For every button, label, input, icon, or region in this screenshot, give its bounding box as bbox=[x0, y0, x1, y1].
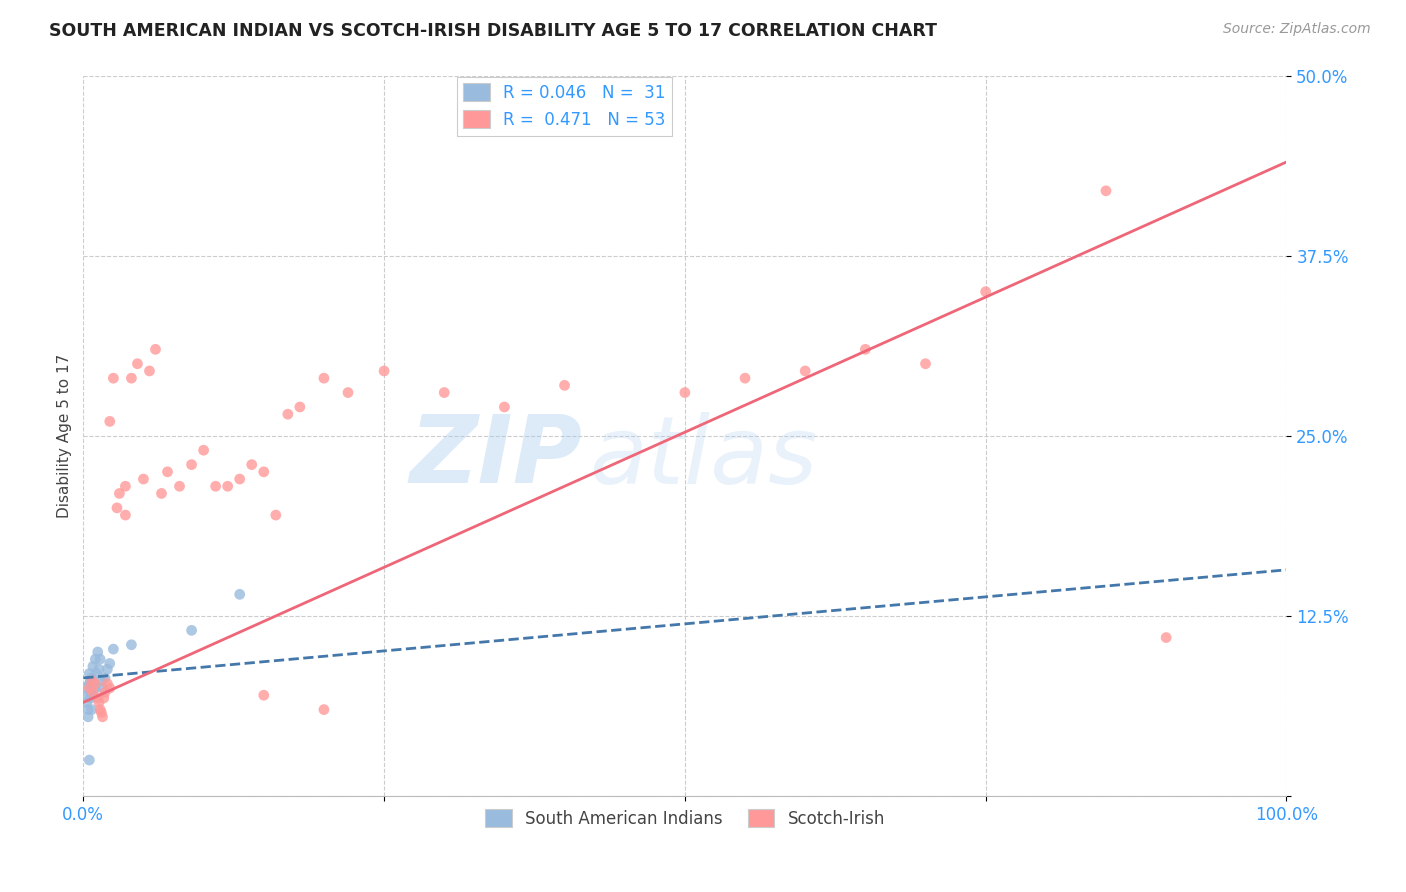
Point bbox=[145, 343, 167, 357]
Point bbox=[84, 681, 107, 695]
Point bbox=[83, 676, 105, 690]
Legend: South American Indians, Scotch-Irish: South American Indians, Scotch-Irish bbox=[478, 803, 891, 835]
Point bbox=[1154, 631, 1177, 645]
Point bbox=[114, 508, 136, 522]
Point bbox=[228, 587, 250, 601]
Point bbox=[288, 400, 311, 414]
Point bbox=[277, 407, 299, 421]
Point bbox=[87, 645, 110, 659]
Point bbox=[80, 671, 103, 685]
Point bbox=[127, 357, 149, 371]
Point bbox=[253, 465, 276, 479]
Point bbox=[79, 676, 101, 690]
Point bbox=[82, 685, 104, 699]
Point bbox=[554, 378, 576, 392]
Point bbox=[98, 681, 121, 695]
Point bbox=[86, 666, 108, 681]
Point bbox=[204, 479, 226, 493]
Point bbox=[228, 472, 250, 486]
Point bbox=[240, 458, 263, 472]
Point bbox=[89, 703, 111, 717]
Text: SOUTH AMERICAN INDIAN VS SCOTCH-IRISH DISABILITY AGE 5 TO 17 CORRELATION CHART: SOUTH AMERICAN INDIAN VS SCOTCH-IRISH DI… bbox=[49, 22, 938, 40]
Point bbox=[98, 414, 121, 428]
Point bbox=[87, 695, 110, 709]
Point bbox=[193, 443, 215, 458]
Point bbox=[180, 458, 202, 472]
Point bbox=[84, 676, 107, 690]
Point bbox=[114, 479, 136, 493]
Y-axis label: Disability Age 5 to 17: Disability Age 5 to 17 bbox=[58, 354, 72, 518]
Point bbox=[80, 673, 103, 688]
Point bbox=[77, 703, 100, 717]
Point bbox=[794, 364, 817, 378]
Point bbox=[79, 691, 101, 706]
Point bbox=[87, 662, 110, 676]
Point bbox=[79, 681, 101, 695]
Point bbox=[120, 371, 142, 385]
Point bbox=[87, 691, 110, 706]
Point bbox=[120, 638, 142, 652]
Point bbox=[734, 371, 756, 385]
Text: atlas: atlas bbox=[589, 412, 817, 503]
Point bbox=[914, 357, 936, 371]
Point bbox=[150, 486, 173, 500]
Point bbox=[90, 673, 112, 688]
Point bbox=[94, 671, 117, 685]
Point bbox=[974, 285, 997, 299]
Point bbox=[217, 479, 239, 493]
Point bbox=[79, 666, 101, 681]
Point bbox=[264, 508, 287, 522]
Point bbox=[337, 385, 360, 400]
Point bbox=[82, 659, 104, 673]
Point bbox=[89, 652, 111, 666]
Point bbox=[253, 688, 276, 702]
Point bbox=[75, 681, 97, 695]
Text: Source: ZipAtlas.com: Source: ZipAtlas.com bbox=[1223, 22, 1371, 37]
Point bbox=[132, 472, 155, 486]
Point bbox=[156, 465, 179, 479]
Point bbox=[79, 753, 101, 767]
Point bbox=[312, 703, 335, 717]
Point bbox=[91, 681, 114, 695]
Point bbox=[98, 657, 121, 671]
Point bbox=[169, 479, 191, 493]
Point bbox=[105, 500, 128, 515]
Point bbox=[82, 688, 104, 702]
Point bbox=[96, 662, 118, 676]
Point bbox=[673, 385, 696, 400]
Point bbox=[96, 676, 118, 690]
Point bbox=[93, 691, 115, 706]
Point bbox=[180, 624, 202, 638]
Point bbox=[1095, 184, 1118, 198]
Point bbox=[90, 706, 112, 720]
Point bbox=[312, 371, 335, 385]
Point bbox=[433, 385, 456, 400]
Point bbox=[84, 652, 107, 666]
Point bbox=[94, 685, 117, 699]
Point bbox=[91, 710, 114, 724]
Point bbox=[79, 673, 101, 688]
Point bbox=[853, 343, 876, 357]
Point bbox=[77, 710, 100, 724]
Point bbox=[79, 685, 101, 699]
Point bbox=[76, 695, 98, 709]
Point bbox=[373, 364, 395, 378]
Point bbox=[103, 642, 125, 657]
Point bbox=[76, 688, 98, 702]
Text: ZIP: ZIP bbox=[409, 411, 582, 503]
Point bbox=[80, 703, 103, 717]
Point bbox=[103, 371, 125, 385]
Point bbox=[138, 364, 160, 378]
Point bbox=[494, 400, 516, 414]
Point bbox=[108, 486, 131, 500]
